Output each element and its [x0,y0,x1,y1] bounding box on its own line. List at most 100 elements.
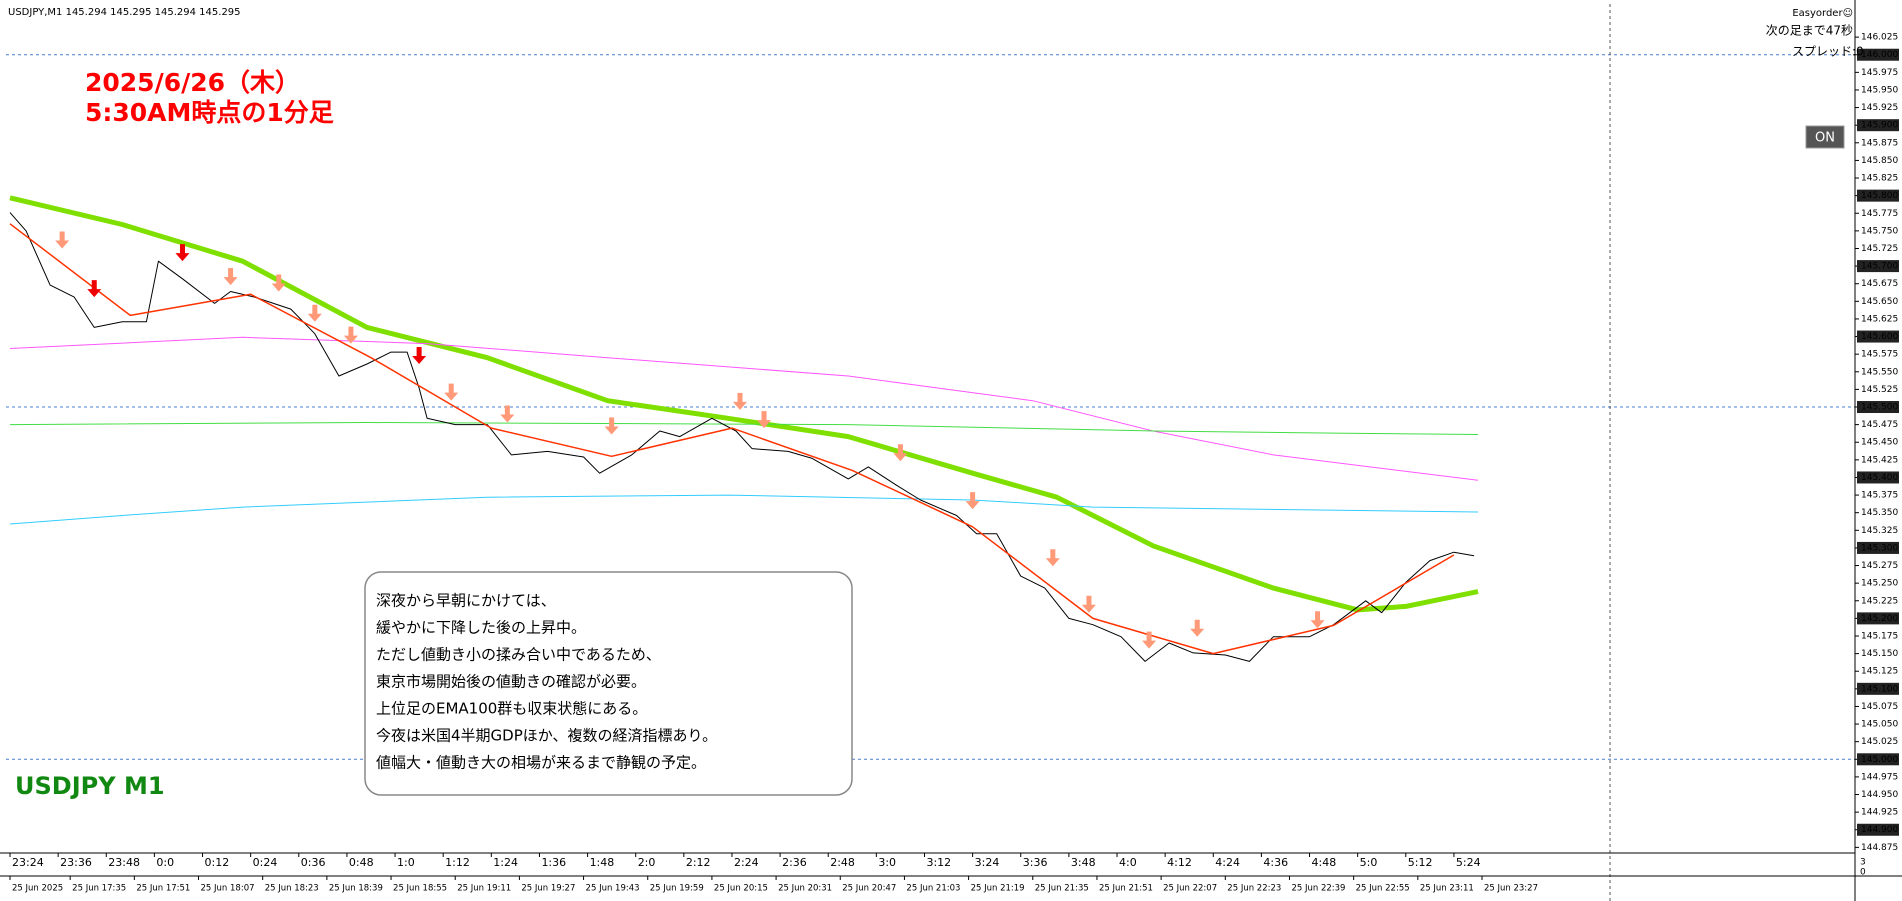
y-tick-label: 145.450 [1861,438,1898,448]
x-tick-label: 0:48 [349,856,374,869]
note-line: 今夜は米国4半期GDPほか、複数の経済指標あり。 [376,727,717,745]
date-tick-label: 25 Jun 18:55 [393,884,447,894]
x-tick-label: 0:0 [156,856,174,869]
x-tick-label: 3:36 [1023,856,1048,869]
x-tick-label: 3:0 [878,856,896,869]
symbol-label: USDJPY M1 [15,772,165,800]
signal-arrow [757,411,772,429]
date-tick-label: 25 Jun 17:35 [72,884,126,894]
date-tick-label: 25 Jun 19:43 [586,884,640,894]
y-tick-label: 145.550 [1861,367,1898,377]
y-tick-label: 145.350 [1861,508,1898,518]
date-tick-label: 25 Jun 21:51 [1099,884,1153,894]
signal-arrow [1081,595,1096,613]
countdown: 次の足まで47秒 [1766,24,1853,38]
y-tick-label: 145.000 [1861,755,1898,765]
x-tick-label: 23:24 [12,856,44,869]
y-tick-label: 145.875 [1861,138,1898,148]
date-tick-label: 25 Jun 21:03 [906,884,960,894]
signal-arrow [307,304,322,322]
y-tick-label: 144.900 [1861,825,1898,835]
date-tick-label: 25 Jun 20:31 [778,884,832,894]
note-box [364,571,853,796]
y-tick-label: 145.500 [1861,403,1898,413]
y-tick-label: 145.125 [1861,667,1898,677]
signal-arrow [1190,619,1205,637]
date-tick-label: 25 Jun 23:27 [1484,884,1538,894]
date-tick-label: 25 Jun 23:11 [1420,884,1474,894]
series-line [9,195,1479,613]
signal-arrow [55,231,70,249]
signal-arrow [343,326,358,344]
x-tick-label: 1:36 [541,856,566,869]
on-button-label[interactable]: ON [1815,131,1835,146]
x-tick-label: 23:48 [108,856,140,869]
x-tick-label: 3:12 [926,856,951,869]
y-tick-label: 145.250 [1861,579,1898,589]
date-tick-label: 25 Jun 19:11 [457,884,511,894]
series-line [9,223,1455,655]
x-tick-label: 4:36 [1263,856,1288,869]
y-tick-label: 145.050 [1861,720,1898,730]
date-tick-label: 25 Jun 19:27 [521,884,575,894]
x-tick-label: 0:12 [205,856,230,869]
y-tick-label: 144.950 [1861,790,1898,800]
x-tick-label: 2:36 [782,856,807,869]
signal-arrow [732,392,747,410]
x-tick-label: 2:0 [638,856,656,869]
y-tick-label: 145.275 [1861,561,1898,571]
date-tick-label: 25 Jun 18:23 [265,884,319,894]
y-tick-label: 145.625 [1861,314,1898,324]
series-line [9,494,1479,525]
x-tick-label: 1:48 [590,856,615,869]
y-tick-label: 145.825 [1861,174,1898,184]
x-tick-label: 2:48 [830,856,855,869]
x-tick-label: 0:24 [253,856,278,869]
series-line [9,336,1479,481]
y-tick-box [1857,612,1899,625]
note-line: ただし値動き小の揉み合い中であるため、 [376,646,661,664]
date-tick-label: 25 Jun 20:47 [842,884,896,894]
date-tick-label: 25 Jun 18:39 [329,884,383,894]
y-tick-label: 145.950 [1861,85,1898,95]
plugin-name: Easyorder☺ [1792,8,1853,19]
x-tick-label: 1:24 [493,856,518,869]
date-tick-label: 25 Jun 20:15 [714,884,768,894]
on-button[interactable] [1805,125,1845,149]
x-tick-label: 4:48 [1312,856,1337,869]
signal-arrow [271,274,286,292]
x-tick-label: 4:12 [1167,856,1192,869]
series-line [9,422,1479,435]
signal-arrow [1310,611,1325,629]
signal-arrow [444,383,459,401]
signal-arrow [223,268,238,286]
y-tick-label: 145.800 [1861,191,1898,201]
note-line: 上位足のEMA100群も収束状態にある。 [376,700,647,718]
y-tick-label: 145.075 [1861,702,1898,712]
note-text: 深夜から早朝にかけては、緩やかに下降した後の上昇中。ただし値動き小の揉み合い中で… [376,592,717,772]
y-tick-label: 145.325 [1861,526,1898,536]
y-tick-label: 144.975 [1861,772,1898,782]
date-tick-label: 25 Jun 22:55 [1356,884,1410,894]
y-tick-label: 145.925 [1861,103,1898,113]
x-tick-label: 1:0 [397,856,415,869]
y-tick-label: 145.650 [1861,297,1898,307]
y-tick-label: 146.025 [1861,33,1898,43]
date-tick-label: 25 Jun 2025 [12,884,63,894]
y-tick-label: 145.300 [1861,543,1898,553]
x-tick-label: 3:24 [975,856,1000,869]
y-tick-label: 145.475 [1861,420,1898,430]
signal-arrow [500,405,515,423]
y-tick-box [1857,682,1899,695]
y-tick-label: 145.400 [1861,473,1898,483]
x-tick-label: 3:48 [1071,856,1096,869]
signal-arrow [893,444,908,462]
x-tick-label: 2:24 [734,856,759,869]
y-tick-label: 145.700 [1861,262,1898,272]
y-tick-label: 145.850 [1861,156,1898,166]
y-tick-label: 144.925 [1861,808,1898,818]
annotation-title: 5:30AM時点の1分足 [85,98,334,127]
signal-arrow [604,417,619,435]
